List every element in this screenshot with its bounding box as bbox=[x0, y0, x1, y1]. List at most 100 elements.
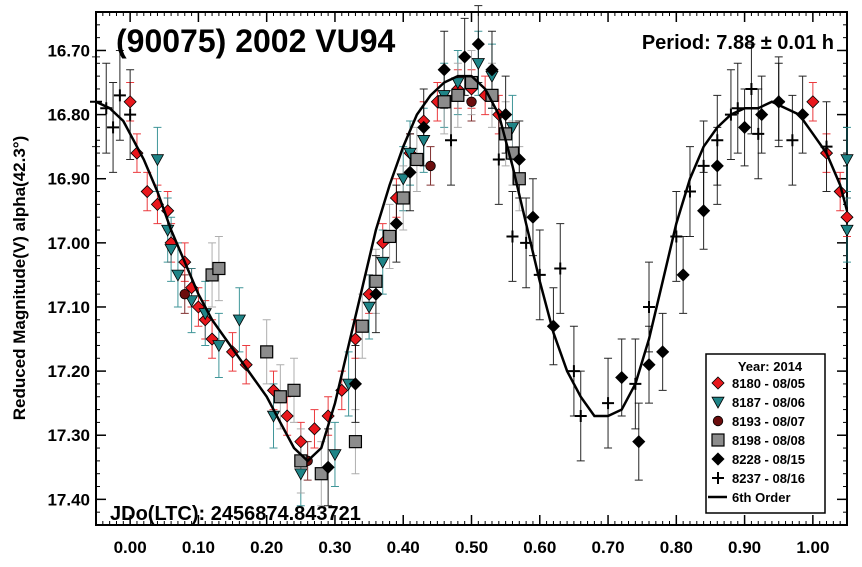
y-tick-label: 17.40 bbox=[47, 490, 90, 509]
data-point bbox=[710, 159, 724, 173]
data-point bbox=[124, 108, 137, 121]
x-tick-label: 0.50 bbox=[455, 538, 488, 557]
y-tick-label: 16.80 bbox=[47, 106, 90, 125]
x-tick-label: 0.70 bbox=[591, 538, 624, 557]
data-point bbox=[321, 460, 335, 474]
legend-label: 8237 - 08/16 bbox=[732, 471, 805, 486]
legend-marker bbox=[711, 396, 725, 409]
data-point bbox=[840, 224, 854, 237]
period-label: Period: 7.88 ± 0.01 h bbox=[642, 32, 834, 54]
data-point bbox=[369, 287, 383, 301]
data-point bbox=[492, 153, 505, 166]
data-point bbox=[123, 95, 137, 109]
data-point bbox=[396, 173, 410, 186]
data-point bbox=[232, 314, 247, 327]
y-tick-label: 17.30 bbox=[47, 426, 90, 445]
fit-curve bbox=[95, 74, 849, 463]
data-points bbox=[90, 37, 854, 481]
data-point bbox=[90, 95, 102, 108]
legend-box bbox=[705, 353, 826, 514]
data-point bbox=[171, 269, 185, 282]
x-tick-label: 0.90 bbox=[728, 538, 761, 557]
data-point bbox=[294, 454, 308, 468]
legend-label: 8187 - 08/06 bbox=[732, 395, 805, 410]
x-tick-label: 0.80 bbox=[660, 538, 693, 557]
y-tick-label: 17.00 bbox=[47, 234, 90, 253]
data-point bbox=[212, 261, 226, 276]
y-axis-label: Reduced Magnitude(V) alpha(42.3°) bbox=[10, 136, 29, 421]
data-point bbox=[642, 358, 656, 372]
data-point bbox=[466, 96, 477, 107]
data-point bbox=[464, 75, 479, 90]
x-tick-label: 0.10 bbox=[182, 538, 215, 557]
data-point bbox=[755, 108, 769, 122]
x-tick-label: 0.00 bbox=[114, 538, 147, 557]
data-point bbox=[417, 135, 431, 148]
legend-marker bbox=[711, 452, 725, 466]
data-point bbox=[840, 154, 854, 167]
data-point bbox=[107, 121, 120, 134]
data-point bbox=[458, 50, 472, 64]
data-point bbox=[615, 370, 629, 385]
data-point bbox=[184, 295, 199, 308]
data-point bbox=[471, 37, 485, 51]
data-point bbox=[273, 390, 287, 404]
data-point bbox=[499, 108, 513, 122]
x-tick-label: 1.00 bbox=[796, 538, 829, 557]
data-point bbox=[410, 152, 424, 167]
x-tick-label: 0.40 bbox=[387, 538, 420, 557]
x-tick-label: 0.60 bbox=[523, 538, 556, 557]
data-point bbox=[369, 274, 383, 288]
data-point bbox=[512, 152, 526, 167]
data-point bbox=[376, 256, 390, 269]
data-point bbox=[697, 159, 710, 172]
data-point bbox=[656, 345, 670, 359]
data-point bbox=[437, 95, 451, 109]
data-point bbox=[396, 191, 410, 205]
data-point bbox=[745, 82, 758, 95]
y-tick-label: 17.20 bbox=[47, 362, 90, 381]
data-point bbox=[526, 210, 540, 224]
data-point bbox=[389, 217, 403, 231]
data-point bbox=[417, 120, 431, 134]
data-point bbox=[140, 184, 154, 199]
legend-label: 8180 - 08/05 bbox=[732, 376, 805, 391]
legend-marker bbox=[711, 433, 725, 447]
data-point bbox=[697, 204, 711, 218]
data-point bbox=[314, 467, 328, 481]
data-point bbox=[164, 244, 178, 257]
data-point bbox=[280, 409, 294, 423]
legend-label: 6th Order bbox=[732, 490, 791, 505]
data-point bbox=[179, 288, 190, 300]
legend-marker bbox=[711, 376, 725, 390]
data-point bbox=[574, 409, 587, 422]
legend-label: 8193 - 08/07 bbox=[732, 414, 805, 429]
data-point bbox=[260, 345, 274, 359]
data-point bbox=[554, 262, 567, 275]
legend: Year: 2014 8180 - 08/05 8187 - 08/06 8193 … bbox=[705, 353, 826, 514]
data-point bbox=[471, 58, 486, 71]
legend-label: 8228 - 08/15 bbox=[732, 452, 805, 467]
x-tick-label: 0.30 bbox=[318, 538, 351, 557]
data-point bbox=[150, 154, 165, 167]
data-point bbox=[676, 268, 690, 282]
data-point bbox=[602, 397, 615, 410]
data-point bbox=[506, 230, 519, 243]
legend-title: Year: 2014 bbox=[738, 359, 803, 374]
chart-title: (90075) 2002 VU94 bbox=[116, 23, 396, 59]
data-point bbox=[451, 77, 465, 90]
data-point bbox=[485, 63, 499, 77]
data-point bbox=[307, 422, 322, 436]
data-point bbox=[632, 435, 646, 449]
y-tick-label: 16.90 bbox=[47, 170, 90, 189]
data-point bbox=[348, 435, 363, 449]
data-point bbox=[287, 383, 301, 397]
data-point bbox=[786, 134, 799, 147]
data-point bbox=[348, 377, 363, 391]
data-point bbox=[425, 160, 436, 172]
data-point bbox=[752, 127, 765, 140]
legend-marker bbox=[712, 415, 724, 427]
data-point bbox=[445, 134, 458, 147]
data-point bbox=[113, 89, 126, 102]
data-point bbox=[212, 340, 226, 353]
